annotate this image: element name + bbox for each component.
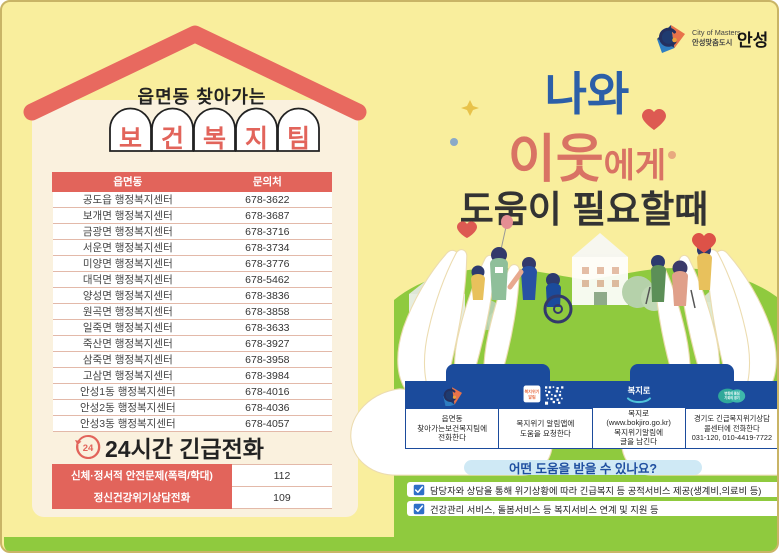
svg-text:기회의 경기: 기회의 경기: [724, 394, 739, 399]
svg-text:나와: 나와: [545, 68, 630, 120]
svg-text:복지위기: 복지위기: [525, 388, 540, 394]
svg-text:변화의 중심: 변화의 중심: [724, 390, 739, 395]
svg-text:복지로: 복지로: [627, 385, 650, 395]
svg-text:안성: 안성: [737, 31, 768, 50]
svg-text:City of Masters: City of Masters: [692, 28, 741, 37]
svg-text:안성맞춤도시: 안성맞춤도시: [692, 38, 732, 47]
svg-text:이웃에게: 이웃에게: [508, 131, 666, 189]
svg-text:알림: 알림: [529, 394, 537, 400]
svg-text:도움이 필요할때: 도움이 필요할때: [460, 189, 709, 230]
